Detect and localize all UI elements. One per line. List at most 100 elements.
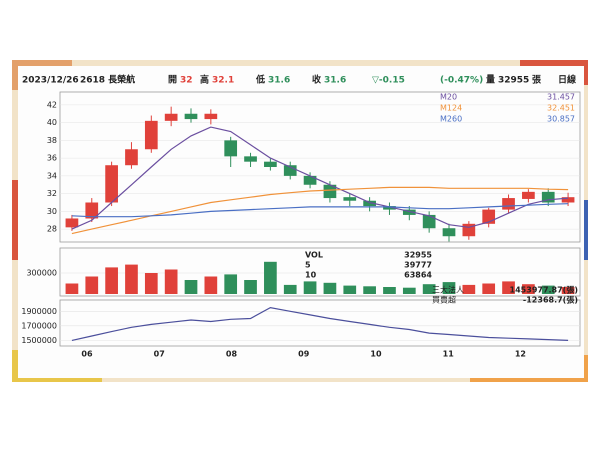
x-tick-label: 11 (443, 350, 455, 359)
volume-bar (402, 287, 416, 294)
stock: 2618 長榮航 (80, 74, 135, 86)
x-tick-label: 06 (81, 350, 93, 359)
candle-body (561, 197, 575, 203)
volume-bar (323, 282, 337, 294)
y-tick-label: 30 (47, 207, 57, 216)
candle-body (65, 218, 79, 228)
header: 2023/12/26 2618 長榮航 開 32 高 32.1 低 31.6 收… (22, 74, 576, 86)
photo-background (12, 60, 588, 382)
candle-body (125, 149, 138, 166)
candle-body (442, 228, 456, 237)
ma-line (71, 203, 569, 218)
y-tick-label: 38 (47, 136, 57, 145)
x-tick-label: 09 (298, 350, 310, 359)
candle-body (105, 165, 118, 203)
label: 高 (200, 74, 209, 86)
stat-value: 32955 (404, 251, 432, 260)
change: ▽-0.15 (372, 76, 405, 86)
y-tick-label: 42 (47, 100, 57, 109)
volume-bar (442, 282, 456, 294)
candle-body (343, 197, 357, 201)
line (71, 306, 569, 341)
volume-bar (125, 264, 138, 294)
volume-bar (224, 274, 238, 294)
x-tick-label: 10 (370, 350, 382, 359)
candle-body (224, 140, 238, 157)
candle-body (264, 161, 277, 167)
stat-name: 10 (305, 271, 317, 280)
x-tick-label: 08 (226, 350, 238, 359)
volume-bar (264, 261, 277, 294)
value: 31.6 (268, 76, 290, 86)
candle-body (303, 175, 317, 185)
x-tick-label: 12 (515, 350, 526, 359)
y-tick-label: 300000 (26, 269, 57, 278)
candle-body (244, 156, 257, 162)
legend-name: M260 (440, 115, 462, 124)
volume-bar (502, 281, 515, 294)
institution-panel (59, 299, 581, 347)
y-tick-label: 1500000 (21, 336, 57, 345)
volume-bar (561, 287, 575, 294)
volume-bar (65, 283, 79, 294)
label: 低 (255, 74, 265, 86)
y-tick-label: 36 (47, 154, 57, 163)
candle-body (363, 200, 376, 207)
label: 量 (486, 74, 495, 86)
value: 31.6 (324, 76, 346, 86)
value: 32.1 (212, 76, 234, 86)
candle-body (522, 191, 535, 199)
volume-bar (541, 285, 555, 294)
volume-bar (85, 276, 99, 294)
stat-value: -12368.7(張) (523, 296, 578, 305)
candle-body (144, 120, 158, 150)
candle-body (402, 209, 416, 215)
change-pct: (-0.47%) (440, 76, 483, 86)
y-tick-label: 1700000 (21, 321, 57, 330)
stat-value: 63864 (404, 271, 432, 280)
stat-name: 5 (305, 261, 311, 270)
label: 開 (168, 75, 177, 86)
volume-bar (422, 284, 436, 294)
x-tick-label: 07 (154, 350, 165, 359)
volume-bar (363, 286, 376, 294)
volume-bar (343, 285, 357, 294)
date: 2023/12/26 (22, 76, 79, 86)
candle-body (283, 165, 297, 176)
candle-body (323, 184, 337, 199)
candle-body (204, 113, 218, 120)
volume-bar (204, 276, 218, 294)
value: 32955 (498, 76, 529, 86)
candle-body (184, 113, 198, 120)
volume-bar (164, 269, 178, 294)
volume-bar (522, 284, 535, 294)
candle-body (502, 198, 515, 210)
y-tick-label: 40 (47, 118, 57, 127)
candle-body (164, 113, 178, 121)
candle-body (541, 191, 555, 203)
volume-bar (462, 284, 476, 294)
volume-bar (283, 284, 297, 294)
volume-bar (482, 283, 496, 294)
candle-body (383, 206, 396, 210)
y-tick-label: 32 (47, 189, 57, 198)
legend-name: M20 (440, 93, 457, 102)
stat-name: VOL (305, 251, 323, 260)
volume-panel (59, 247, 581, 297)
y-tick-label: 1900000 (21, 307, 57, 316)
ma-line (71, 126, 569, 230)
stat-name: 三大法人 (432, 285, 464, 295)
label: 收 (312, 74, 321, 86)
period: 日線 (558, 74, 576, 86)
legend-value: 31.457 (547, 93, 575, 102)
y-tick-label: 28 (47, 225, 57, 234)
volume-bar (303, 281, 317, 294)
volume-bar (383, 287, 396, 294)
stat-value: 1453977.87(張) (510, 286, 578, 295)
y-tick-label: 34 (47, 171, 57, 180)
candle-body (85, 202, 99, 219)
value: 32 (180, 76, 193, 86)
stat-name: 買賣超 (432, 295, 456, 305)
stat-value: 39777 (404, 261, 432, 270)
